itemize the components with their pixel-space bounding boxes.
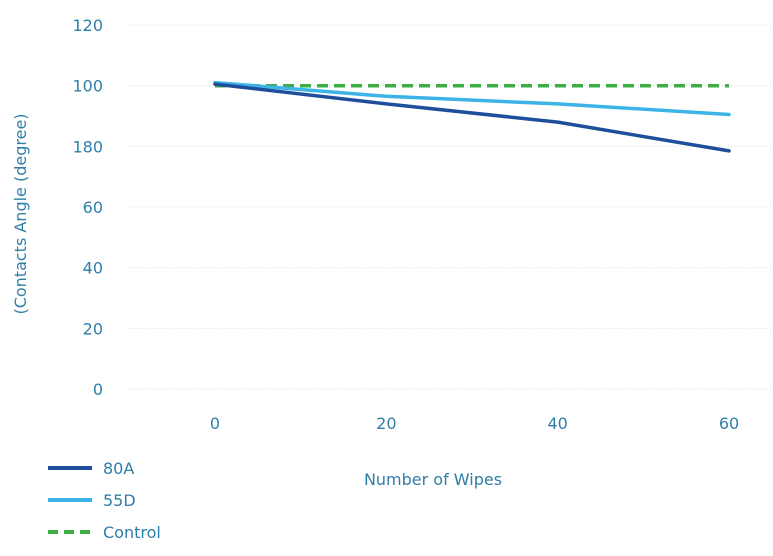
y-axis-ticks: 0 20 40 60 180 100 120 — [72, 16, 103, 399]
y-tick-label: 100 — [72, 77, 103, 96]
series-lines — [213, 80, 731, 153]
legend-label-control: Control — [103, 523, 161, 542]
legend: 80A 55D Control — [48, 459, 161, 542]
y-tick-label: 0 — [93, 380, 103, 399]
x-axis-ticks: 0 20 40 60 — [210, 414, 739, 433]
y-tick-label: 20 — [83, 319, 103, 338]
y-axis-title: (Contacts Angle (degree) — [11, 113, 30, 314]
y-tick-label: 60 — [83, 198, 103, 217]
legend-label-80a: 80A — [103, 459, 134, 478]
x-tick-label: 40 — [547, 414, 567, 433]
x-tick-label: 60 — [719, 414, 739, 433]
x-axis-title: Number of Wipes — [364, 470, 502, 489]
series-line-55d — [213, 80, 731, 117]
x-tick-label: 20 — [376, 414, 396, 433]
x-tick-label: 0 — [210, 414, 220, 433]
y-tick-label: 40 — [83, 259, 103, 278]
series-line-80a — [213, 82, 731, 153]
y-tick-label: 120 — [72, 16, 103, 35]
legend-label-55d: 55D — [103, 491, 136, 510]
gridlines — [128, 24, 773, 390]
y-tick-label: 180 — [72, 137, 103, 156]
